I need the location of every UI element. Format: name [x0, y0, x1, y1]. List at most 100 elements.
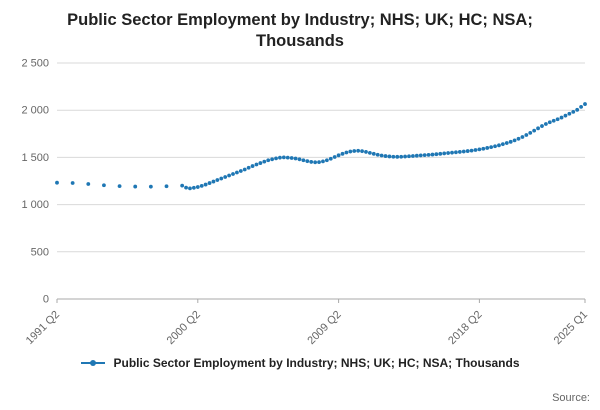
y-axis-tick-label: 1 500 [21, 152, 49, 164]
data-point [575, 107, 580, 112]
data-point [70, 180, 75, 185]
data-point [528, 130, 533, 135]
data-point [238, 168, 243, 173]
chart-svg: 0 500 1 000 1 500 2 000 2 500 1991 Q2 2000 Q2 20… [21, 57, 590, 347]
data-point [551, 118, 556, 123]
data-point [430, 152, 435, 157]
data-point [500, 142, 505, 146]
data-point [223, 175, 228, 179]
data-point [426, 152, 431, 157]
data-point [344, 150, 349, 155]
data-point [536, 126, 540, 131]
data-point [184, 185, 188, 190]
data-point [434, 152, 439, 156]
data-point [324, 158, 329, 163]
data-point [473, 148, 478, 152]
data-point [512, 138, 517, 143]
data-point [508, 139, 513, 144]
data-point [504, 141, 509, 145]
data-point [407, 154, 411, 159]
data-point [227, 173, 231, 178]
data-point [399, 154, 404, 159]
data-point [485, 145, 490, 150]
data-point [250, 164, 255, 168]
data-point [555, 117, 560, 122]
data-point [188, 186, 192, 191]
data-point [340, 151, 345, 156]
data-point [317, 160, 321, 164]
data-point [567, 111, 572, 116]
data-point [571, 109, 576, 114]
data-point [262, 159, 267, 164]
data-point [493, 144, 497, 149]
data-point [242, 167, 247, 172]
data-point [422, 153, 427, 157]
data-point [395, 154, 400, 159]
data-point [559, 115, 564, 120]
data-point [367, 150, 372, 155]
data-point [540, 124, 544, 128]
data-point [438, 151, 443, 156]
legend: Public Sector Employment by Industry; NH… [0, 353, 600, 373]
data-point [379, 153, 384, 158]
data-point [391, 154, 396, 159]
data-point [148, 184, 153, 189]
data-point [348, 149, 353, 154]
data-point [328, 156, 333, 161]
data-point [278, 155, 282, 160]
data-point [133, 184, 138, 189]
data-point [454, 150, 458, 155]
data-point [387, 154, 392, 159]
data-point [309, 159, 314, 164]
data-point [313, 160, 318, 165]
data-point [563, 113, 568, 118]
data-point [457, 149, 462, 154]
y-axis-tick-label: 2 000 [21, 105, 49, 117]
data-point [352, 148, 357, 153]
source-text: Source: [552, 392, 590, 404]
data-point [489, 145, 494, 149]
data-point [524, 133, 529, 137]
data-point [579, 104, 583, 109]
x-axis-tick-label: 2000 Q2 [165, 309, 203, 347]
data-point [219, 176, 224, 181]
legend-label: Public Sector Employment by Industry; NH… [113, 355, 520, 370]
data-point [301, 158, 306, 163]
legend-line-marker [81, 359, 106, 366]
data-point [532, 128, 537, 133]
data-point [461, 149, 466, 154]
x-axis-tick-label: 2009 Q2 [305, 309, 343, 347]
chart-container: Public Sector Employment by Industry; NH… [0, 10, 600, 410]
data-point [281, 155, 286, 160]
data-point [403, 154, 407, 159]
data-point [195, 185, 200, 189]
data-point [191, 185, 196, 190]
data-point [86, 181, 91, 186]
data-point [270, 157, 275, 162]
data-point [520, 134, 525, 139]
data-point [356, 148, 361, 153]
data-point [465, 149, 470, 153]
y-axis-tick-label: 500 [31, 246, 49, 258]
data-point [543, 121, 548, 126]
data-point [117, 184, 122, 188]
data-point [305, 159, 310, 163]
data-point [164, 184, 169, 189]
data-point [360, 149, 364, 153]
y-axis-tick-label: 1 000 [21, 199, 49, 211]
data-point [55, 180, 59, 185]
data-point [297, 157, 302, 162]
data-point [446, 151, 451, 155]
data-point [266, 158, 271, 163]
x-axis-tick-label: 2025 Q1 [552, 309, 590, 347]
data-point [207, 181, 212, 185]
data-point [411, 153, 415, 158]
data-point [258, 161, 263, 165]
data-point [211, 179, 216, 184]
data-point [371, 151, 376, 156]
data-point [285, 155, 290, 160]
data-point [450, 150, 454, 155]
data-point [497, 143, 501, 148]
data-point [274, 156, 278, 161]
data-point [414, 153, 419, 158]
